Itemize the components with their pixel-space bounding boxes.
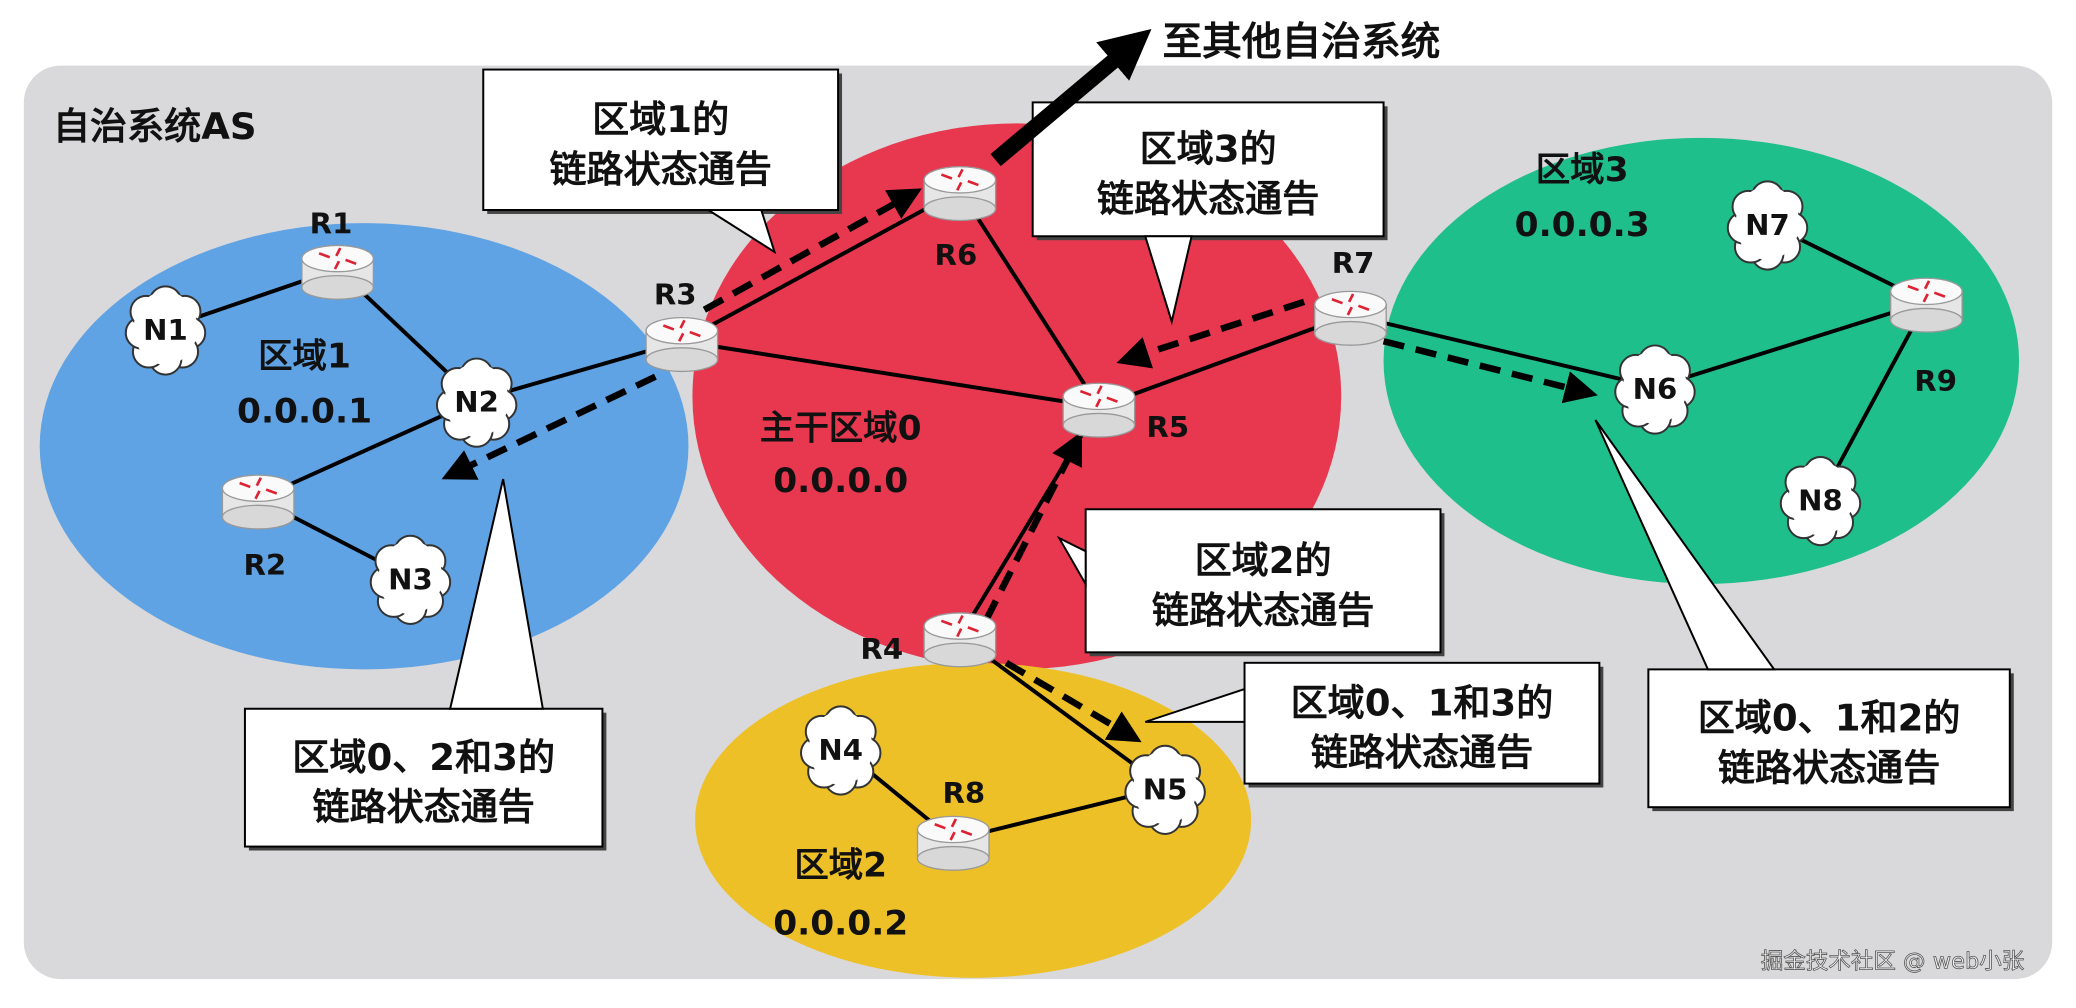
router-label: R2	[243, 548, 286, 582]
link-n6-r9	[1654, 299, 1927, 390]
as-title: 自治系统AS	[53, 105, 257, 148]
network-label: N4	[818, 733, 863, 767]
lsa-flow-arrow	[983, 431, 1083, 621]
router-r6	[923, 166, 997, 222]
callout-line2: 链路状态通告	[1311, 731, 1533, 774]
router-icon	[923, 166, 997, 194]
callout-line2: 链路状态通告	[312, 786, 534, 829]
router-label: R4	[860, 632, 903, 666]
area-id: 0.0.0.1	[237, 392, 372, 432]
router-r2	[221, 474, 295, 530]
router-icon	[1314, 290, 1387, 319]
router-icon	[1889, 277, 1963, 306]
callout-line2: 链路状态通告	[1718, 746, 1940, 789]
lsa-flow-arrow	[702, 188, 922, 313]
area-name: 区域3	[1536, 150, 1629, 190]
lsa-flow-arrow	[441, 373, 657, 480]
link-n2-r2	[257, 398, 478, 501]
network-cloud-n4: N4	[800, 705, 882, 796]
router-r7	[1314, 290, 1387, 346]
watermark: 掘金技术社区 @ web小张	[1761, 949, 2024, 975]
router-icon	[645, 316, 719, 345]
callout-line1: 区域0、1和3的	[1291, 681, 1554, 724]
link-r7-n6	[1349, 313, 1656, 390]
area-name: 主干区域0	[760, 409, 922, 449]
router-label: R1	[310, 207, 353, 241]
external-label: 至其他自治系统	[1162, 19, 1440, 65]
router-r1	[301, 244, 375, 300]
router-r4	[923, 612, 997, 668]
link-r4-n5	[958, 634, 1167, 790]
network-label: N8	[1798, 484, 1843, 518]
router-label: R5	[1146, 410, 1189, 444]
router-r3	[645, 316, 719, 373]
callout-line1: 区域1的	[592, 98, 729, 141]
network-label: N6	[1633, 372, 1678, 406]
router-label: R9	[1914, 364, 1957, 398]
router-icon	[301, 244, 375, 273]
network-cloud-n3: N3	[369, 534, 452, 625]
network-label: N7	[1745, 208, 1790, 242]
network-cloud-n7: N7	[1726, 180, 1809, 271]
area-name: 区域2	[794, 846, 887, 886]
callout-line1: 区域2的	[1195, 539, 1332, 582]
router-label: R8	[943, 776, 986, 810]
router-r9	[1889, 277, 1963, 333]
link-r6-r5	[958, 189, 1101, 408]
network-cloud-n6: N6	[1614, 344, 1696, 435]
router-label: R7	[1332, 246, 1375, 280]
network-label: N5	[1143, 772, 1188, 806]
router-r5	[1062, 382, 1136, 438]
callout-line1: 区域0、2和3的	[292, 736, 555, 779]
area-id: 0.0.0.2	[773, 904, 908, 944]
network-label: N3	[388, 562, 433, 596]
network-label: N1	[143, 313, 188, 347]
callout-line1: 区域0、1和2的	[1698, 697, 1961, 740]
link-r3-r5	[681, 339, 1100, 409]
callout-line2: 链路状态通告	[1152, 589, 1374, 632]
router-label: R3	[654, 278, 697, 312]
router-icon	[1062, 382, 1136, 411]
area-name: 区域1	[258, 337, 351, 377]
callout-line2: 链路状态通告	[549, 148, 771, 191]
network-cloud-n5: N5	[1124, 744, 1206, 835]
router-icon	[221, 474, 295, 503]
router-r8	[916, 815, 990, 871]
callout-line1: 区域3的	[1140, 128, 1277, 171]
external-arrow	[990, 28, 1152, 167]
router-icon	[916, 815, 990, 844]
lsa-flow-arrow	[1382, 338, 1598, 404]
link-r5-r7	[1098, 313, 1352, 409]
network-label: N2	[454, 385, 499, 419]
network-cloud-n1: N1	[124, 285, 207, 376]
area-3-region	[1383, 137, 2020, 585]
router-icon	[923, 612, 997, 640]
router-label: R6	[935, 238, 978, 272]
area-id: 0.0.0.3	[1515, 205, 1650, 245]
area-id: 0.0.0.0	[773, 461, 908, 501]
lsa-flow-arrow	[1004, 659, 1142, 743]
network-cloud-n8: N8	[1779, 456, 1862, 547]
network-cloud-n2: N2	[435, 357, 518, 448]
callout-line2: 链路状态通告	[1097, 177, 1319, 220]
